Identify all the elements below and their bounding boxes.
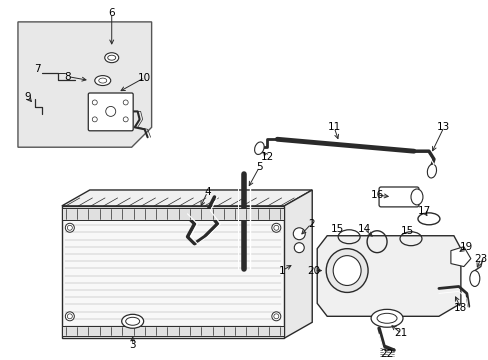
- Ellipse shape: [254, 142, 264, 154]
- Ellipse shape: [293, 228, 305, 240]
- Text: 22: 22: [380, 349, 393, 359]
- Text: 21: 21: [394, 328, 407, 338]
- Text: 11: 11: [327, 122, 340, 132]
- Text: 13: 13: [436, 122, 449, 132]
- Polygon shape: [61, 190, 312, 206]
- Ellipse shape: [410, 189, 422, 205]
- Polygon shape: [61, 326, 284, 336]
- Text: 1: 1: [279, 266, 285, 275]
- Text: 14: 14: [357, 224, 370, 234]
- Ellipse shape: [95, 76, 110, 86]
- Text: 19: 19: [459, 242, 472, 252]
- Text: 4: 4: [204, 187, 210, 197]
- Polygon shape: [18, 22, 151, 147]
- Text: 17: 17: [416, 206, 430, 216]
- FancyBboxPatch shape: [378, 187, 418, 207]
- Text: 2: 2: [307, 219, 314, 229]
- FancyBboxPatch shape: [88, 93, 133, 131]
- Text: 16: 16: [370, 190, 383, 200]
- Text: 15: 15: [330, 224, 343, 234]
- Text: 6: 6: [108, 8, 115, 18]
- Polygon shape: [317, 236, 460, 316]
- Ellipse shape: [325, 249, 367, 292]
- Text: 15: 15: [400, 226, 413, 236]
- Polygon shape: [61, 208, 284, 220]
- Text: 18: 18: [453, 303, 467, 313]
- Ellipse shape: [65, 312, 74, 321]
- Text: 12: 12: [260, 152, 273, 162]
- Ellipse shape: [294, 243, 304, 253]
- Ellipse shape: [427, 164, 436, 178]
- Ellipse shape: [370, 309, 402, 327]
- Text: 9: 9: [24, 93, 31, 103]
- Text: 8: 8: [64, 72, 71, 82]
- Ellipse shape: [271, 223, 280, 232]
- Text: 20: 20: [307, 266, 320, 275]
- Text: 10: 10: [138, 73, 151, 82]
- Polygon shape: [284, 190, 312, 338]
- Ellipse shape: [104, 53, 119, 63]
- Ellipse shape: [122, 314, 143, 328]
- Text: 5: 5: [256, 162, 262, 172]
- Ellipse shape: [469, 271, 479, 287]
- Ellipse shape: [271, 312, 280, 321]
- Text: 7: 7: [35, 64, 41, 74]
- Ellipse shape: [65, 223, 74, 232]
- Polygon shape: [450, 247, 470, 266]
- Text: 23: 23: [473, 253, 487, 264]
- Text: 3: 3: [129, 340, 136, 350]
- Polygon shape: [61, 206, 284, 338]
- Ellipse shape: [332, 256, 360, 285]
